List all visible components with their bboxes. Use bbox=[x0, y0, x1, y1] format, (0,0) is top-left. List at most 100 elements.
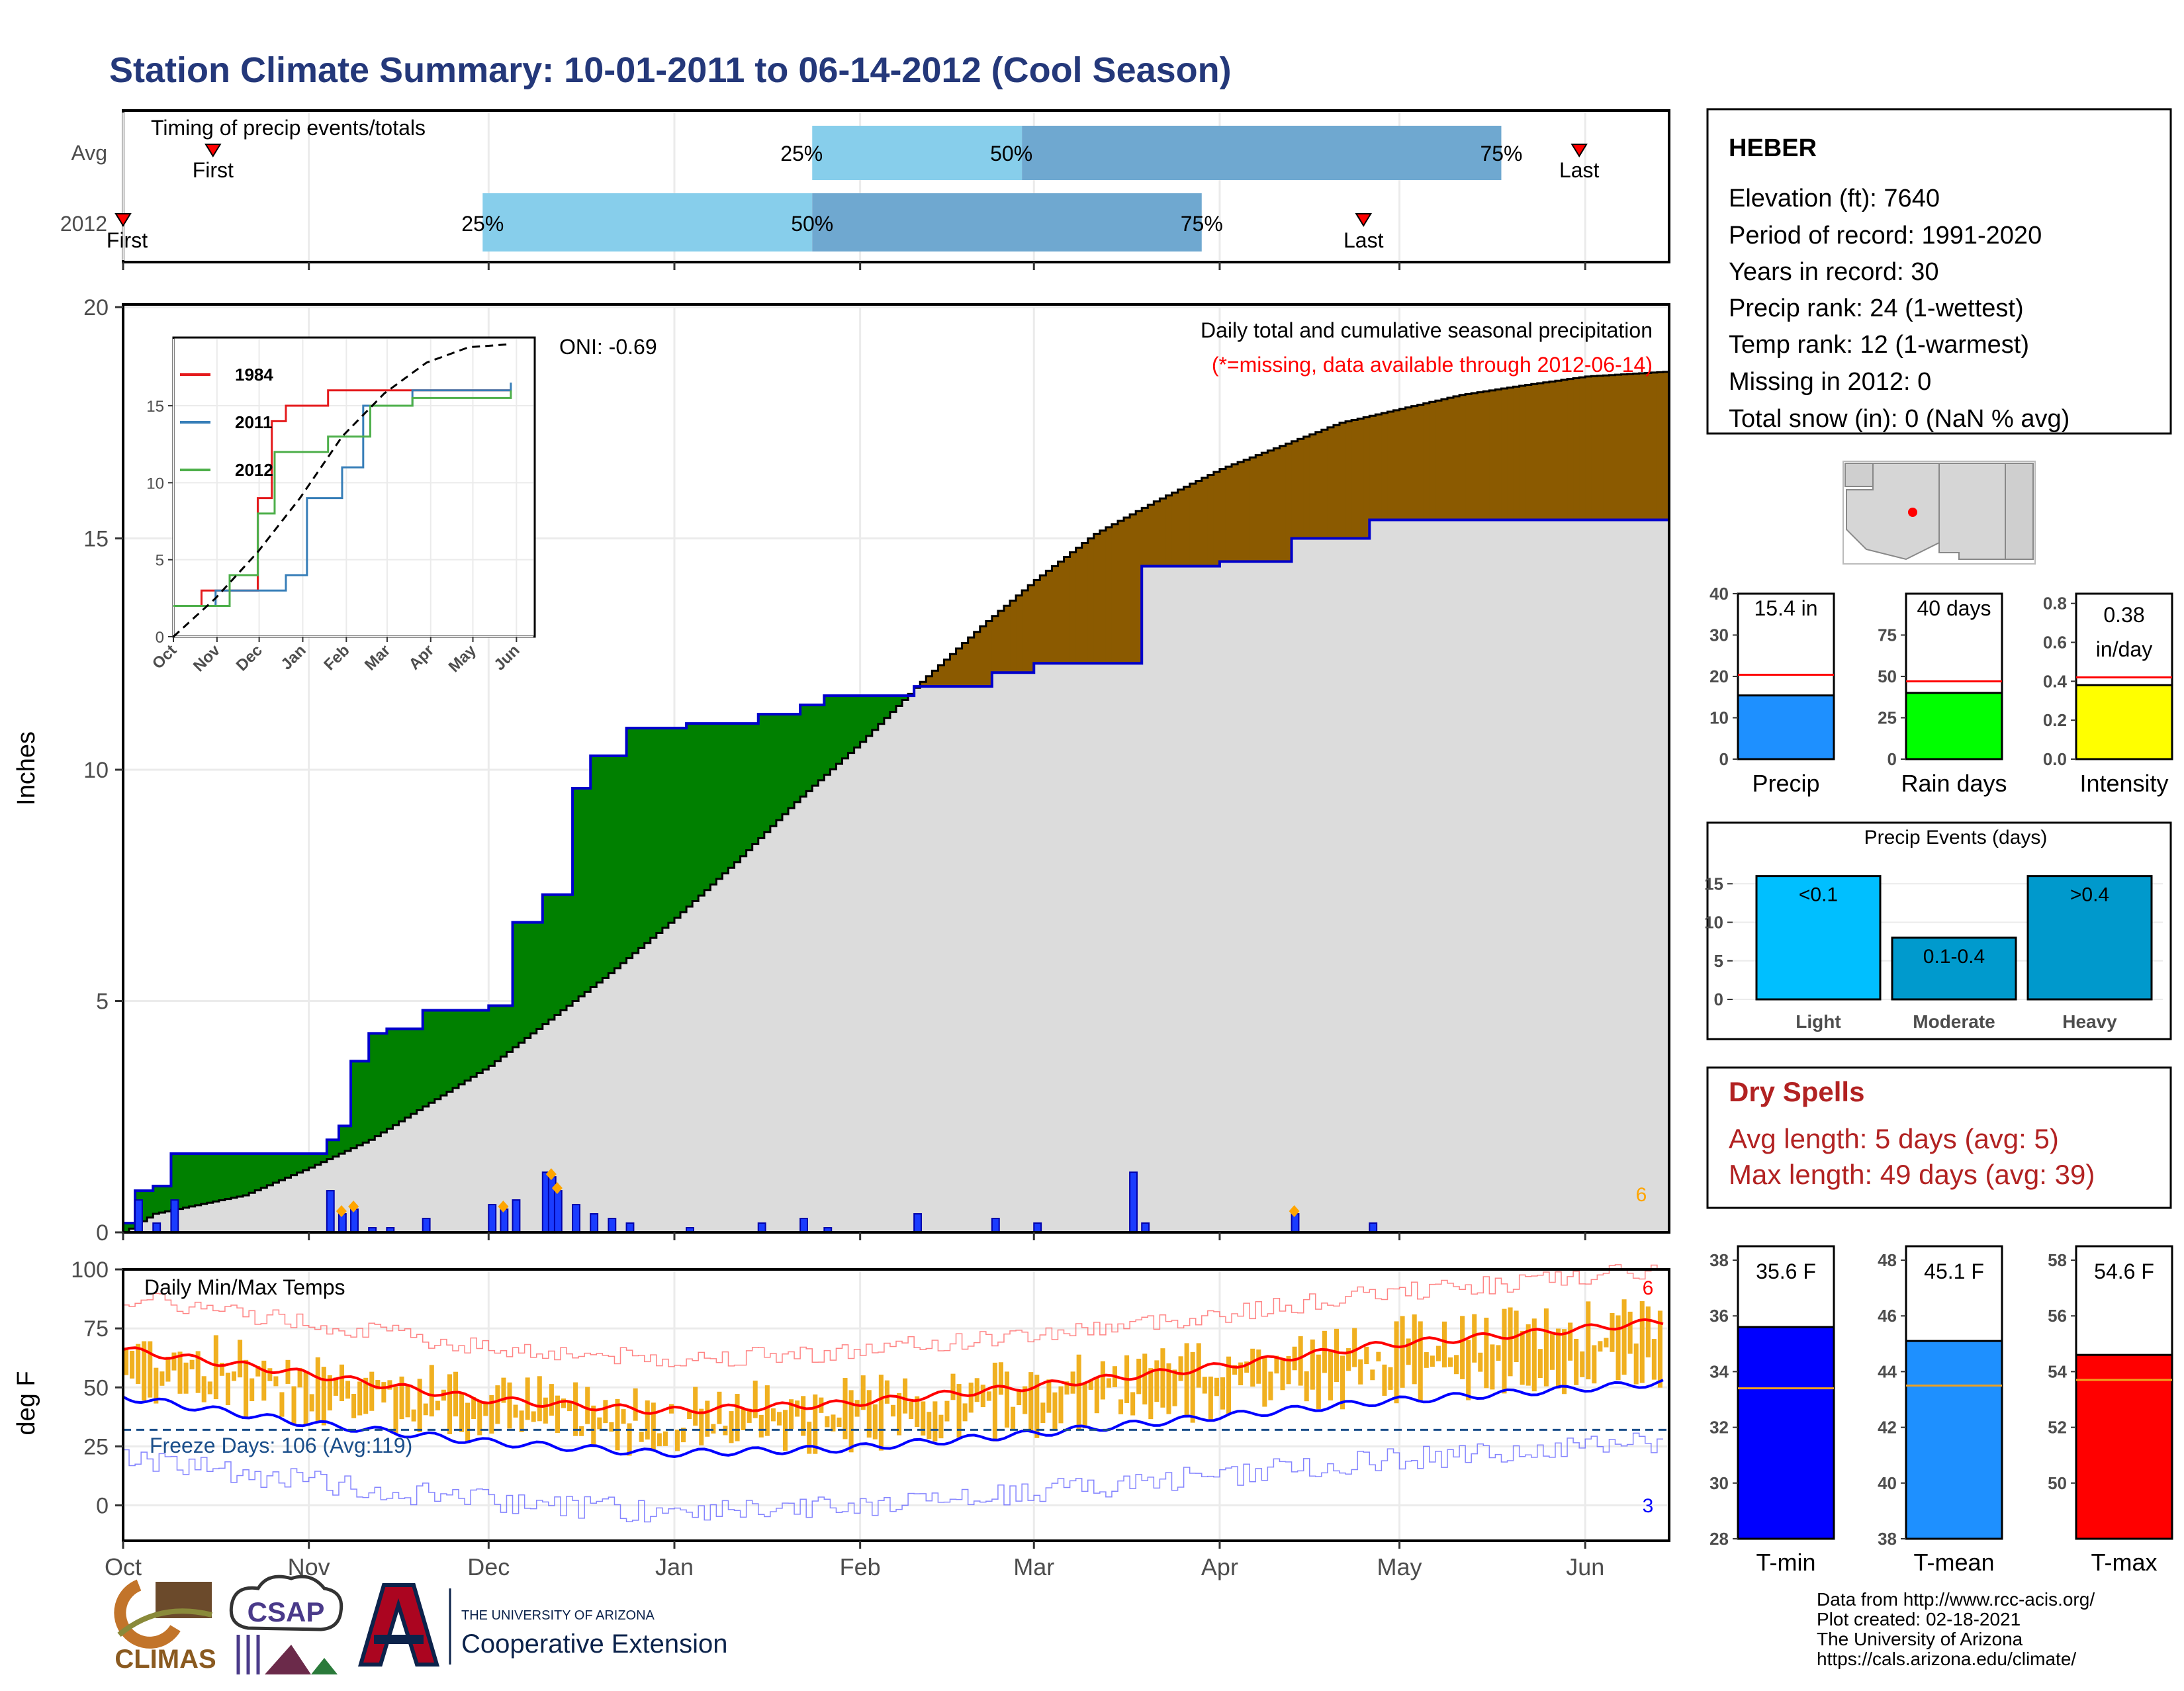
daily-temp-bar bbox=[207, 1381, 212, 1394]
daily-temp-bar bbox=[453, 1371, 459, 1417]
below-average-area bbox=[1369, 416, 1376, 520]
daily-temp-bar bbox=[1082, 1383, 1087, 1429]
daily-temp-bar bbox=[1424, 1352, 1429, 1368]
daily-temp-bar bbox=[309, 1394, 314, 1412]
above-average-area bbox=[716, 723, 723, 879]
month-tick-label: Oct bbox=[105, 1553, 142, 1580]
daily-temp-bar bbox=[477, 1400, 482, 1436]
above-average-area bbox=[644, 728, 651, 943]
daily-temp-bar bbox=[525, 1377, 530, 1420]
above-average-area bbox=[896, 696, 903, 706]
precip-ytick-label: 5 bbox=[96, 989, 109, 1015]
below-average-area bbox=[1099, 530, 1107, 664]
daily-temp-bar bbox=[1268, 1371, 1273, 1400]
daily-precip-bar bbox=[991, 1218, 1000, 1234]
daily-temp-bar bbox=[1525, 1324, 1531, 1386]
inset-legend-label: 1984 bbox=[235, 365, 273, 385]
dry-spells-max: Max length: 49 days (avg: 39) bbox=[1729, 1159, 2095, 1190]
above-average-area bbox=[338, 1126, 345, 1154]
daily-temp-bar bbox=[255, 1365, 261, 1377]
events-bar bbox=[1891, 937, 2017, 1001]
events-category-label: Light bbox=[1796, 1011, 1841, 1032]
2012-first-label: First bbox=[107, 228, 148, 252]
below-average-area bbox=[1465, 394, 1472, 520]
below-average-area bbox=[1309, 434, 1316, 539]
month-tick-label: May bbox=[1377, 1553, 1422, 1580]
below-average-area bbox=[1441, 399, 1448, 520]
daily-temp-bar bbox=[927, 1412, 932, 1440]
events-category-label: Heavy bbox=[2062, 1011, 2117, 1032]
timing-q25-q50-bar bbox=[812, 126, 1023, 180]
below-average-area bbox=[1567, 379, 1574, 520]
gauge-tick-label: 34 bbox=[1709, 1361, 1729, 1381]
above-average-area bbox=[866, 696, 873, 736]
below-average-area bbox=[1154, 501, 1160, 567]
daily-temp-bar bbox=[489, 1394, 494, 1434]
daily-temp-bar bbox=[1568, 1322, 1573, 1361]
events-category-label: Moderate bbox=[1913, 1011, 1995, 1032]
daily-temp-bar bbox=[369, 1371, 375, 1411]
daily-temp-bar bbox=[1388, 1367, 1393, 1390]
below-average-area bbox=[1627, 374, 1634, 520]
daily-temp-bar bbox=[621, 1409, 626, 1424]
above-average-area bbox=[351, 1061, 357, 1148]
gauge-tick-label: 48 bbox=[1878, 1250, 1897, 1270]
daily-temp-bar bbox=[974, 1378, 979, 1402]
temp-top-label: 6 bbox=[1643, 1277, 1654, 1299]
daily-temp-bar bbox=[597, 1417, 602, 1430]
below-average-area bbox=[1387, 411, 1394, 520]
daily-temp-bar bbox=[225, 1373, 230, 1405]
daily-precip-bar bbox=[1291, 1213, 1300, 1234]
below-average-area bbox=[1633, 373, 1640, 520]
gauge-tick-label: 50 bbox=[1878, 666, 1897, 686]
temp-ytick-label: 25 bbox=[83, 1434, 109, 1459]
avg-last-label: Last bbox=[1559, 158, 1600, 182]
daily-precip-bar bbox=[625, 1222, 635, 1234]
cumulative-2012-line bbox=[123, 518, 1669, 1225]
above-average-area bbox=[710, 723, 717, 885]
events-bar-label: <0.1 bbox=[1799, 884, 1838, 906]
daily-temp-bar bbox=[238, 1340, 243, 1378]
daily-temp-bar bbox=[1118, 1399, 1124, 1414]
above-average-area bbox=[878, 696, 885, 724]
above-average-area bbox=[889, 696, 897, 712]
timing-row-avg: Avg bbox=[71, 141, 107, 165]
timing-marker bbox=[114, 213, 132, 227]
below-average-area bbox=[926, 676, 933, 687]
below-average-area bbox=[1052, 566, 1059, 664]
daily-temp-bar bbox=[1441, 1321, 1447, 1368]
daily-temp-bar bbox=[1052, 1392, 1058, 1431]
below-average-area bbox=[1399, 408, 1406, 520]
gauge-tick-label: 38 bbox=[1709, 1250, 1729, 1270]
daily-temp-bar bbox=[165, 1356, 171, 1382]
below-average-area bbox=[1028, 585, 1034, 673]
above-average-area bbox=[147, 1191, 154, 1218]
daily-temp-bar bbox=[807, 1422, 812, 1454]
daily-temp-bar bbox=[1130, 1392, 1136, 1416]
above-average-area bbox=[446, 1010, 453, 1092]
daily-precip-bar bbox=[422, 1218, 431, 1234]
daily-temp-bar bbox=[1040, 1402, 1046, 1424]
gauge-tick-label: 50 bbox=[2048, 1473, 2067, 1493]
above-average-area bbox=[195, 1154, 202, 1205]
below-average-area bbox=[1489, 390, 1496, 520]
daily-temp-bar bbox=[1190, 1351, 1195, 1423]
above-average-area bbox=[590, 756, 597, 987]
daily-temp-bar bbox=[1382, 1364, 1387, 1396]
above-average-area bbox=[249, 1154, 255, 1193]
daily-precip-bar bbox=[488, 1204, 497, 1234]
gauge-value-label: 15.4 in bbox=[1754, 596, 1817, 620]
above-average-area bbox=[482, 1010, 489, 1070]
daily-temp-bar bbox=[1466, 1340, 1471, 1400]
below-average-area bbox=[1118, 520, 1124, 664]
above-average-area bbox=[567, 894, 573, 1006]
daily-temp-bar bbox=[1502, 1308, 1507, 1394]
below-average-area bbox=[1363, 417, 1370, 539]
above-average-area bbox=[614, 756, 621, 968]
above-average-area bbox=[662, 728, 669, 928]
below-average-area bbox=[1585, 376, 1592, 520]
below-average-area bbox=[1507, 387, 1514, 520]
above-average-area bbox=[560, 894, 567, 1011]
above-average-area bbox=[363, 1061, 369, 1143]
daily-temp-bar bbox=[825, 1416, 830, 1428]
